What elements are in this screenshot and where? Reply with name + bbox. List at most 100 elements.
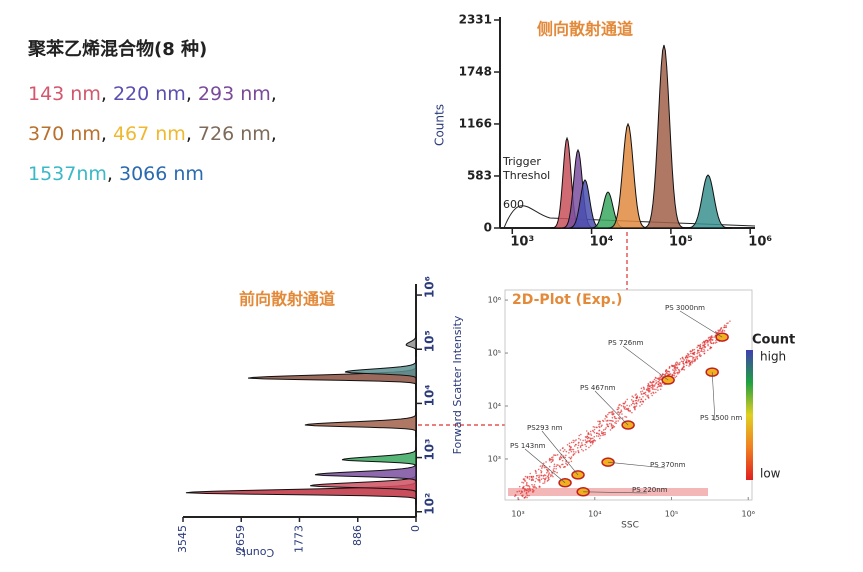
size-legend: 143 nm, 220 nm, 293 nm, 370 nm, 467 nm, 7… — [28, 83, 277, 185]
cluster-label: PS 220nm — [632, 486, 668, 494]
scatter-noise — [691, 355, 693, 358]
scatter-noise — [553, 465, 556, 468]
scatter-noise — [528, 475, 531, 478]
scatter-noise — [602, 429, 605, 431]
scatter-noise — [587, 432, 590, 434]
label-leader — [608, 461, 666, 469]
scatter-noise — [611, 419, 613, 422]
scatter-noise — [552, 475, 554, 478]
scatter-noise — [590, 433, 592, 435]
scatter-noise — [725, 325, 727, 327]
scatter-noise — [615, 420, 617, 423]
scatter-noise — [676, 363, 678, 366]
annotation-line: Threshol — [502, 169, 550, 182]
scatter-noise — [632, 396, 635, 399]
scatter-noise — [588, 446, 590, 449]
scatter-noise — [652, 391, 654, 394]
scatter-noise — [674, 376, 676, 379]
x-tick-label: 10⁵ — [669, 235, 693, 250]
scatter-noise — [702, 340, 705, 343]
scatter-noise — [543, 480, 546, 482]
scatter-noise — [654, 384, 656, 386]
scatter-noise — [573, 453, 576, 455]
scatter-noise — [677, 362, 679, 365]
scatter-noise — [579, 445, 582, 447]
peak — [606, 122, 650, 229]
scatter-noise — [556, 471, 558, 474]
scatter-noise — [593, 426, 596, 428]
scatter-noise — [691, 352, 694, 355]
peak — [405, 332, 417, 357]
label-leader — [622, 345, 669, 381]
scatter-noise — [643, 387, 645, 389]
scatter-noise — [640, 387, 643, 390]
scatter-noise — [547, 477, 550, 480]
scatter-noise — [565, 462, 567, 465]
size-label: , — [101, 123, 113, 145]
scatter-noise — [643, 392, 645, 394]
scatter-noise — [620, 410, 623, 413]
scatter-noise — [549, 474, 552, 476]
scatter-noise — [647, 383, 650, 386]
scatter-noise — [706, 341, 708, 344]
scatter-noise — [590, 437, 593, 440]
scatter-noise — [712, 342, 715, 345]
scatter-noise — [636, 402, 638, 405]
scatter-noise — [685, 360, 688, 363]
x-tick-label: 1773 — [292, 525, 305, 553]
scatter-noise — [585, 430, 588, 432]
scatter-noise — [656, 386, 659, 389]
scatter-noise — [706, 349, 709, 352]
scatter-noise — [680, 368, 683, 371]
scatter-noise — [601, 419, 604, 422]
scatter-noise — [699, 353, 701, 356]
scatter-noise — [687, 359, 689, 362]
scatter-noise — [696, 357, 698, 359]
scatter-noise — [645, 388, 648, 391]
cluster-label: PS293 nm — [527, 424, 563, 432]
scatter-noise — [653, 385, 656, 387]
size-label: , — [271, 83, 277, 105]
scatter-noise — [685, 359, 688, 361]
scatter-noise — [595, 426, 598, 429]
scatter-noise — [518, 485, 521, 488]
scatter-noise — [694, 358, 697, 360]
scatter-noise — [674, 362, 677, 364]
scatter-noise — [702, 350, 704, 353]
scatter-noise — [532, 476, 535, 478]
scatter-noise — [702, 346, 704, 349]
scatter-noise — [688, 365, 690, 367]
x-tick-label: 10⁴ — [588, 510, 601, 519]
scatter-noise — [626, 404, 628, 407]
scatter-noise — [532, 478, 534, 481]
scatter-noise — [531, 488, 534, 491]
scatter-noise — [542, 474, 545, 477]
scatter-noise — [635, 405, 638, 407]
scatter-noise — [692, 358, 694, 360]
scatter-noise — [611, 426, 614, 429]
scatter-noise — [579, 446, 582, 448]
scatter-noise — [577, 444, 580, 447]
scatter-noise — [635, 396, 638, 398]
scatter-noise — [518, 490, 521, 493]
chart-title: 侧向散射通道 — [537, 20, 633, 39]
x-tick-label: 2659 — [234, 525, 247, 553]
scatter-noise — [621, 413, 623, 415]
y-tick-label: 10⁶ — [488, 296, 501, 305]
peak — [344, 359, 417, 384]
scatter-noise — [535, 477, 538, 480]
scatter-noise — [591, 429, 594, 432]
scatter-noise — [715, 341, 718, 344]
scatter-noise — [585, 445, 587, 448]
scatter-noise — [613, 425, 616, 428]
scatter-noise — [660, 376, 663, 378]
scatter-noise — [723, 330, 726, 332]
scatter-noise — [538, 478, 541, 480]
annotation-line: Trigger — [502, 155, 541, 168]
scatter-noise — [626, 407, 628, 410]
scatter-noise — [575, 439, 577, 441]
scatter-noise — [657, 389, 659, 391]
scatter-noise — [665, 370, 667, 372]
scatter-noise — [627, 407, 630, 410]
